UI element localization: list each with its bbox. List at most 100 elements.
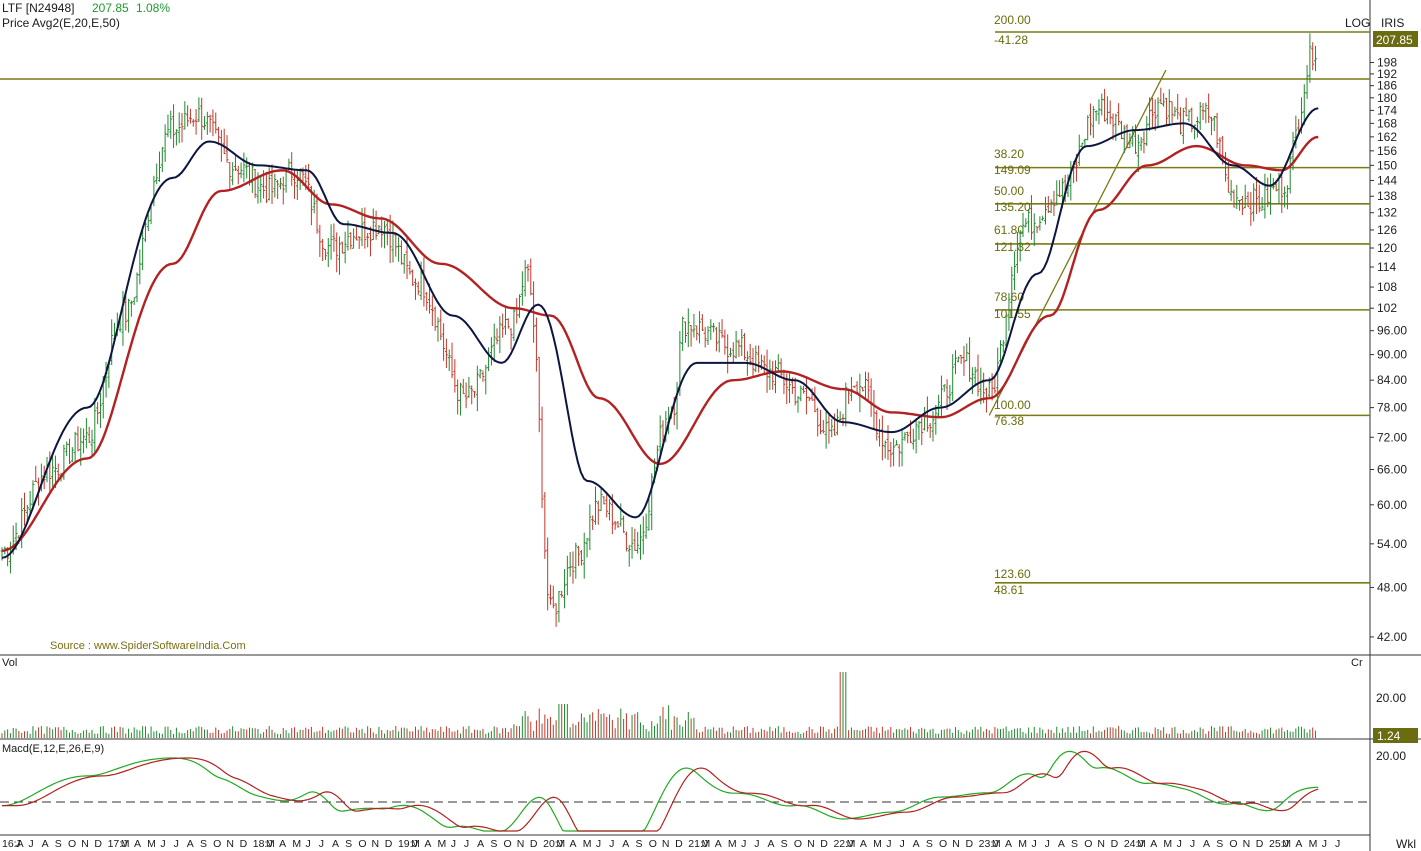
time-axis-label: O [358, 838, 366, 850]
time-axis-label: 22:J [833, 838, 853, 850]
price-tick-label: 168 [1377, 116, 1397, 130]
time-axis-label: A [42, 838, 49, 850]
ema-20-line [1, 107, 1319, 559]
source-label: Source : www.SpiderSoftwareIndia.Com [50, 640, 246, 652]
time-axis-label: D [530, 838, 538, 850]
time-axis-label: A [1295, 838, 1302, 850]
time-axis-label: S [636, 838, 643, 850]
time-axis-label: J [899, 838, 904, 850]
last-price: 207.85 [92, 1, 129, 15]
time-axis-label: A [477, 838, 484, 850]
time-axis-label: O [213, 838, 221, 850]
time-axis-label: D [675, 838, 683, 850]
time-axis-label: 21:J [688, 838, 708, 850]
price-tick-label: 186 [1377, 79, 1397, 93]
time-axis-label: J [15, 838, 20, 850]
time-axis-label: O [794, 838, 802, 850]
price-tick-label: 42.00 [1377, 630, 1407, 644]
volume-tick: 20.00 [1376, 691, 1406, 705]
price-tick-label: 144 [1377, 173, 1397, 187]
time-axis-label: S [781, 838, 788, 850]
time-axis-label: J [1322, 838, 1327, 850]
time-axis-label: M [266, 838, 275, 850]
fib-level-percent: 200.00 [994, 13, 1031, 27]
last-price-tag-text: 207.85 [1376, 33, 1413, 47]
volume-last-tag-text: 1.24 [1377, 729, 1401, 743]
brand-label: IRIS [1381, 16, 1404, 30]
time-axis-label: O [68, 838, 76, 850]
symbol-label: LTF [N24948] [2, 1, 74, 15]
time-axis-label: J [451, 838, 456, 850]
time-axis-label: A [134, 838, 141, 850]
price-tick-label: 108 [1377, 280, 1397, 294]
price-tick-label: 66.00 [1377, 462, 1407, 476]
price-tick-label: 126 [1377, 223, 1397, 237]
time-axis-label: J [160, 838, 165, 850]
price-tick-label: 54.00 [1377, 537, 1407, 551]
time-axis-label: N [517, 838, 525, 850]
macd-line [1, 750, 1319, 832]
time-axis-label: J [28, 838, 33, 850]
time-axis-label: M [411, 838, 420, 850]
price-tick-label: 156 [1377, 144, 1397, 158]
volume-last-tag [1373, 728, 1418, 743]
price-tick-label: 180 [1377, 91, 1397, 105]
volume-label: Vol [2, 657, 17, 669]
last-price-tag [1373, 31, 1418, 47]
time-axis-label: S [490, 838, 497, 850]
macd-signal-line [2, 750, 1319, 832]
time-axis-label: M [1309, 838, 1318, 850]
indicator-label: Price Avg2(E,20,E,50) [2, 16, 120, 30]
time-axis-label: 23:J [979, 838, 999, 850]
time-axis-label: N [1243, 838, 1251, 850]
time-axis-label: M [438, 838, 447, 850]
price-tick-label: 114 [1377, 260, 1396, 274]
time-axis-label: M [147, 838, 156, 850]
time-axis-label: J [1177, 838, 1182, 850]
time-axis-label: A [1058, 838, 1065, 850]
time-axis-label: J [596, 838, 601, 850]
macd-tick: 20.00 [1376, 749, 1406, 763]
time-axis-label: O [939, 838, 947, 850]
fib-level-price: 76.38 [994, 414, 1024, 428]
time-axis: 16:AJ J A S O N D 17:JM A M J J A S O N D 18:JM A M J J A S O N D 1… [2, 838, 1340, 850]
time-axis-label: M [556, 838, 565, 850]
time-axis-label: A [767, 838, 774, 850]
time-axis-label: D [94, 838, 102, 850]
time-axis-label: D [965, 838, 973, 850]
time-axis-label: O [1084, 838, 1092, 850]
fib-level-price: -41.28 [994, 33, 1028, 47]
time-axis-label: N [662, 838, 670, 850]
time-axis-label: J [886, 838, 891, 850]
time-axis-label: 24:J [1124, 838, 1144, 850]
time-axis-label: D [240, 838, 248, 850]
macd-label: Macd(E,12,E,26,E,9) [2, 743, 104, 755]
time-axis-label: M [1018, 838, 1027, 850]
time-axis-label: A [187, 838, 194, 850]
fib-level-price: 149.09 [994, 163, 1031, 177]
log-scale-label[interactable]: LOG [1345, 16, 1370, 30]
time-axis-label: A [332, 838, 339, 850]
time-axis-label: N [372, 838, 380, 850]
time-axis-label: A [715, 838, 722, 850]
time-axis-label: D [385, 838, 393, 850]
time-axis-label: A [1150, 838, 1157, 850]
time-axis-label: M [1137, 838, 1146, 850]
price-tick-label: 90.00 [1377, 348, 1407, 362]
time-axis-label: N [807, 838, 815, 850]
time-axis-label: J [754, 838, 759, 850]
time-axis-label: J [319, 838, 324, 850]
price-tick-label: 198 [1377, 56, 1397, 70]
time-axis-label: A [1005, 838, 1012, 850]
fib-level-price: 48.61 [994, 583, 1024, 597]
time-axis-label: S [926, 838, 933, 850]
time-axis-label: 17:J [108, 838, 128, 850]
time-axis-label: 18:J [253, 838, 273, 850]
price-tick-label: 162 [1377, 130, 1397, 144]
time-axis-label: J [1031, 838, 1036, 850]
time-axis-label: A [424, 838, 431, 850]
price-tick-label: 138 [1377, 189, 1397, 203]
time-axis-label: A [279, 838, 286, 850]
